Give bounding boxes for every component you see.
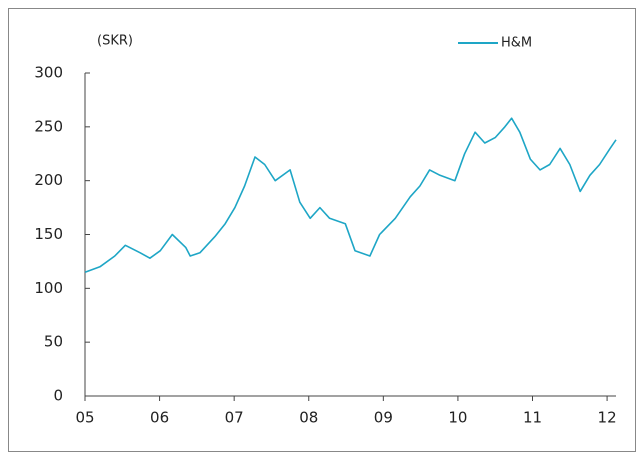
- y-tick-label: 100: [34, 279, 63, 297]
- y-tick-label: 50: [44, 333, 63, 351]
- x-tick-label: 06: [150, 409, 169, 427]
- frame: [8, 8, 636, 452]
- x-tick-label: 05: [75, 409, 94, 427]
- y-tick-label: 250: [34, 117, 63, 135]
- x-tick-label: 09: [374, 409, 393, 427]
- x-tick-label: 07: [225, 409, 244, 427]
- x-tick-label: 08: [299, 409, 318, 427]
- y-tick-label: 0: [53, 387, 63, 405]
- y-tick-label: 300: [34, 64, 63, 82]
- series-line: [84, 117, 617, 273]
- x-tick-label: 10: [448, 409, 467, 427]
- y-tick-label: 150: [34, 225, 63, 243]
- x-tick-label: 12: [598, 409, 617, 427]
- y-tick-label: 200: [34, 171, 63, 189]
- legend-label: H&M: [501, 36, 532, 51]
- x-tick-label: 11: [523, 409, 542, 427]
- y-axis-label: (SKR): [97, 34, 133, 49]
